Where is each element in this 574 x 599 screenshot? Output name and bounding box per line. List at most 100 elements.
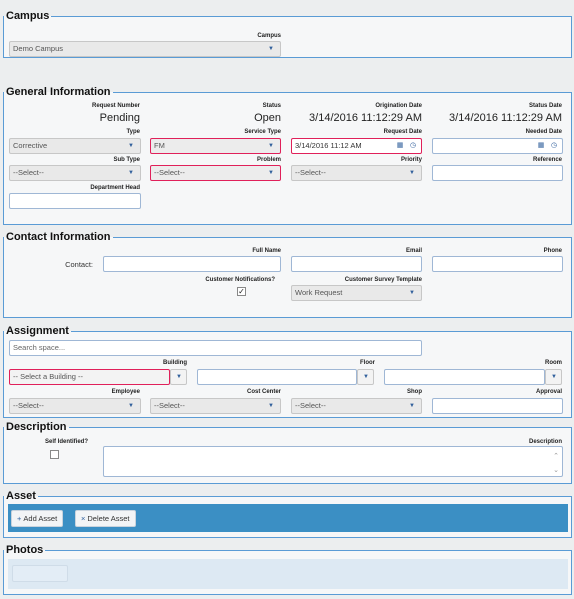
customer-notifications-checkbox[interactable]: ✓ <box>237 287 246 296</box>
problem-label: Problem <box>256 157 281 163</box>
room-dropdown-button[interactable]: ▼ <box>545 369 562 385</box>
floor-dropdown-button[interactable]: ▼ <box>357 369 374 385</box>
sub-type-label: Sub Type <box>113 157 140 163</box>
description-textarea[interactable]: ⌃ ⌄ <box>103 446 563 477</box>
campus-select[interactable]: Demo Campus ▼ <box>9 41 281 57</box>
caret-down-icon: ▼ <box>409 170 415 176</box>
employee-select-value: --Select-- <box>13 401 44 410</box>
calendar-icon[interactable]: ▦ <box>396 142 404 149</box>
problem-select[interactable]: --Select-- ▼ <box>150 165 281 181</box>
plus-icon: + <box>17 514 22 523</box>
caret-down-icon: ▼ <box>409 290 415 296</box>
needed-date-label: Needed Date <box>525 129 562 135</box>
campus-legend: Campus <box>6 10 50 22</box>
status-value: Open <box>254 112 281 124</box>
customer-notifications-label: Customer Notifications? <box>205 277 275 283</box>
request-number-value: Pending <box>99 112 140 124</box>
shop-label: Shop <box>407 389 422 395</box>
customer-survey-select[interactable]: Work Request ▼ <box>291 285 422 301</box>
self-identified-checkbox[interactable] <box>50 450 59 459</box>
caret-down-icon: ▼ <box>128 170 134 176</box>
origination-date-label: Origination Date <box>375 103 422 109</box>
request-date-value: 3/14/2016 11:12 AM <box>295 141 362 150</box>
cost-center-select-value: --Select-- <box>154 401 185 410</box>
add-asset-button[interactable]: + Add Asset <box>11 510 64 527</box>
caret-down-icon: ▼ <box>176 374 182 380</box>
priority-select-value: --Select-- <box>295 168 326 177</box>
employee-label: Employee <box>111 389 140 395</box>
type-select[interactable]: Corrective ▼ <box>9 138 141 154</box>
caret-down-icon: ▼ <box>268 403 274 409</box>
contact-information-legend: Contact Information <box>6 231 111 243</box>
photos-legend: Photos <box>6 544 44 556</box>
photos-panel <box>8 559 568 589</box>
building-select[interactable]: -- Select a Building -- <box>9 369 170 385</box>
asset-toolbar: + Add Asset × Delete Asset <box>8 504 568 532</box>
full-name-input[interactable] <box>103 256 281 272</box>
sub-type-select-value: --Select-- <box>13 168 44 177</box>
general-information-legend: General Information <box>6 86 111 98</box>
priority-select[interactable]: --Select-- ▼ <box>291 165 422 181</box>
self-identified-label: Self Identified? <box>44 439 88 445</box>
type-select-value: Corrective <box>13 141 48 150</box>
shop-select-value: --Select-- <box>295 401 326 410</box>
needed-date-input[interactable]: ▦ ◷ <box>432 138 563 154</box>
request-date-label: Request Date <box>383 129 422 135</box>
employee-select[interactable]: --Select-- ▼ <box>9 398 141 414</box>
status-date-label: Status Date <box>528 103 562 109</box>
asset-legend: Asset <box>6 490 36 502</box>
campus-label: Campus <box>257 33 281 39</box>
approval-label: Approval <box>535 389 562 395</box>
room-select[interactable] <box>384 369 545 385</box>
calendar-icon[interactable]: ▦ <box>537 142 545 149</box>
contact-label: Contact: <box>65 260 93 269</box>
caret-down-icon: ▼ <box>268 143 274 149</box>
cost-center-select[interactable]: --Select-- ▼ <box>150 398 281 414</box>
cost-center-label: Cost Center <box>246 389 281 395</box>
add-asset-label: Add Asset <box>23 514 58 523</box>
type-label: Type <box>126 129 140 135</box>
description-legend: Description <box>6 421 67 433</box>
priority-label: Priority <box>400 157 422 163</box>
department-head-label: Department Head <box>90 185 140 191</box>
email-input[interactable] <box>291 256 422 272</box>
reference-label: Reference <box>532 157 562 163</box>
caret-down-icon: ▼ <box>268 170 274 176</box>
phone-input[interactable] <box>432 256 563 272</box>
customer-survey-select-value: Work Request <box>295 288 343 297</box>
building-select-value: -- Select a Building -- <box>13 372 84 381</box>
service-type-label: Service Type <box>244 129 281 135</box>
building-label: Building <box>163 360 187 366</box>
photo-upload-placeholder[interactable] <box>12 565 68 582</box>
search-space-input[interactable]: Search space... <box>9 340 422 356</box>
service-type-select-value: FM <box>154 141 165 150</box>
caret-down-icon: ▼ <box>128 143 134 149</box>
customer-survey-label: Customer Survey Template <box>344 277 422 283</box>
clock-icon[interactable]: ◷ <box>550 142 558 149</box>
department-head-input[interactable] <box>9 193 141 209</box>
floor-label: Floor <box>360 360 375 366</box>
phone-label: Phone <box>543 248 562 254</box>
scroll-down-icon[interactable]: ⌄ <box>553 467 559 474</box>
delete-asset-button[interactable]: × Delete Asset <box>75 510 136 527</box>
status-label: Status <box>262 103 281 109</box>
caret-down-icon: ▼ <box>128 403 134 409</box>
caret-down-icon: ▼ <box>409 403 415 409</box>
floor-select[interactable] <box>197 369 357 385</box>
email-label: Email <box>405 248 422 254</box>
approval-input[interactable] <box>432 398 563 414</box>
building-dropdown-button[interactable]: ▼ <box>170 369 187 385</box>
service-type-select[interactable]: FM ▼ <box>150 138 281 154</box>
status-date-value: 3/14/2016 11:12:29 AM <box>449 112 562 124</box>
description-label: Description <box>528 439 562 445</box>
campus-select-value: Demo Campus <box>13 44 64 53</box>
request-date-input[interactable]: 3/14/2016 11:12 AM ▦ ◷ <box>291 138 422 154</box>
room-label: Room <box>545 360 562 366</box>
clock-icon[interactable]: ◷ <box>409 142 417 149</box>
caret-down-icon: ▼ <box>268 46 274 52</box>
shop-select[interactable]: --Select-- ▼ <box>291 398 422 414</box>
sub-type-select[interactable]: --Select-- ▼ <box>9 165 141 181</box>
full-name-label: Full Name <box>252 248 281 254</box>
reference-input[interactable] <box>432 165 563 181</box>
scroll-up-icon[interactable]: ⌃ <box>553 453 559 460</box>
